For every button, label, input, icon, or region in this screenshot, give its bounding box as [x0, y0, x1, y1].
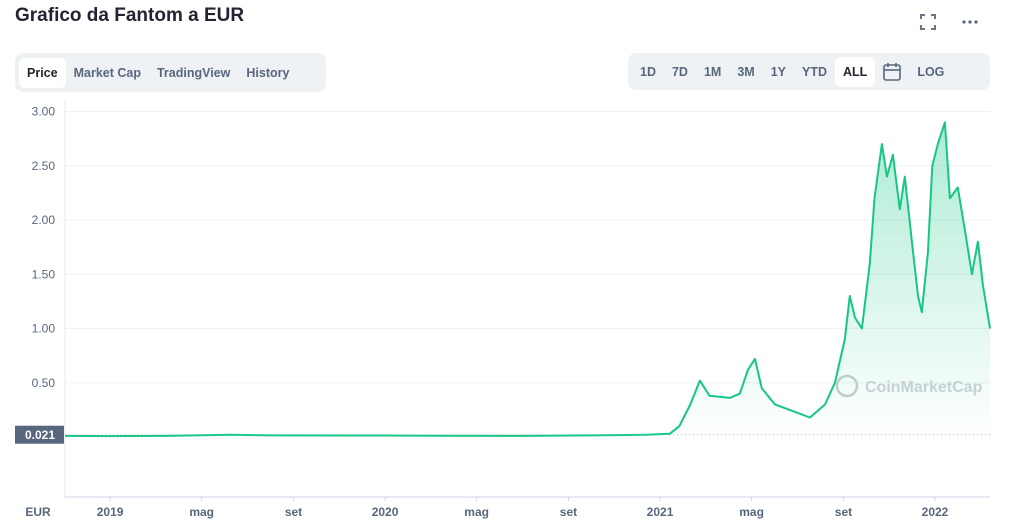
price-area — [65, 122, 990, 438]
range-button[interactable]: ALL — [835, 56, 876, 87]
calendar-icon[interactable] — [875, 62, 909, 82]
x-tick-label: 2021 — [647, 505, 674, 519]
x-tick-label: 2022 — [922, 505, 949, 519]
y-tick-label: 3.00 — [32, 105, 56, 119]
chart-title: Grafico da Fantom a EUR — [15, 5, 245, 26]
chart-tabs: Price Market Cap TradingView History — [15, 53, 326, 92]
tab-button[interactable]: Price — [19, 57, 66, 88]
range-button[interactable]: 1D — [640, 64, 656, 79]
x-tick-label: mag — [189, 505, 214, 519]
fullscreen-icon[interactable] — [918, 12, 938, 32]
currency-label: EUR — [25, 505, 51, 519]
x-tick-label: mag — [464, 505, 489, 519]
y-tick-label: 1.50 — [32, 267, 56, 281]
range-button[interactable]: LOG — [917, 64, 945, 79]
current-price-box — [15, 425, 64, 444]
y-tick-label: 2.00 — [32, 213, 56, 227]
x-tick-label: mag — [739, 505, 764, 519]
current-price-label: 0.021 — [25, 428, 55, 442]
tab-button[interactable]: History — [246, 65, 290, 80]
range-button[interactable]: 1M — [703, 64, 722, 79]
tab-button[interactable]: TradingView — [156, 65, 231, 80]
y-tick-label: 2.50 — [32, 159, 56, 173]
range-button[interactable]: 3M — [737, 64, 755, 79]
tab-button[interactable]: Market Cap — [73, 65, 141, 80]
x-tick-label: 2020 — [372, 505, 399, 519]
y-tick-label: 1.00 — [32, 322, 56, 336]
range-button[interactable]: YTD — [802, 64, 828, 79]
more-icon[interactable] — [960, 12, 980, 32]
range-button[interactable]: 1Y — [770, 64, 787, 79]
x-tick-label: set — [835, 505, 852, 519]
x-tick-label: set — [285, 505, 302, 519]
x-tick-label: set — [560, 505, 577, 519]
y-tick-label: 0.50 — [32, 376, 56, 390]
range-buttons: 1D 7D 1M 3M 1Y YTD ALL LOG — [628, 53, 990, 90]
price-line — [64, 121, 991, 438]
range-button[interactable]: 7D — [671, 64, 688, 79]
x-tick-label: 2019 — [97, 505, 124, 519]
